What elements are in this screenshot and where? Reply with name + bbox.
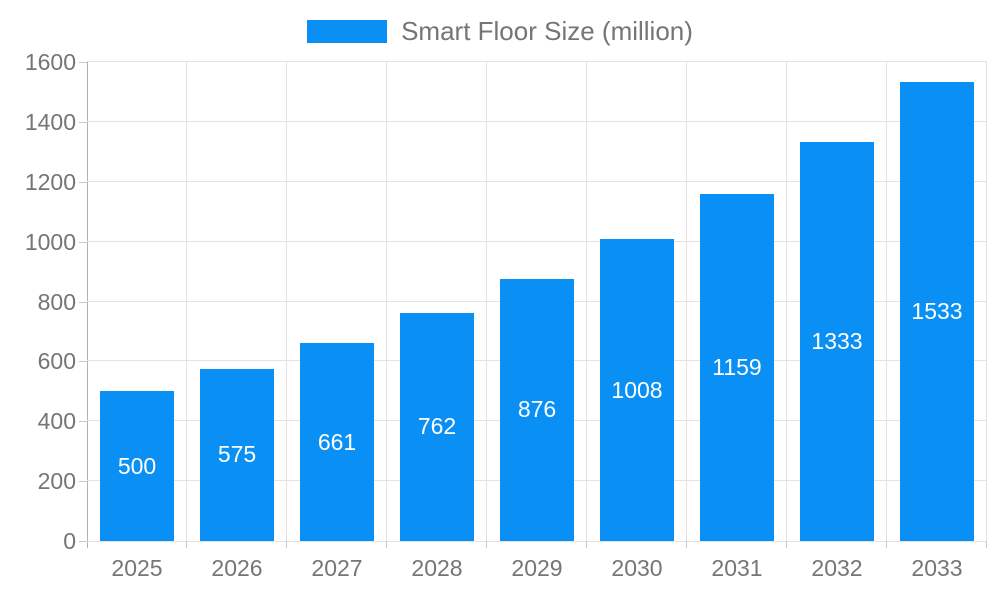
- y-tick-label: 1000: [24, 228, 76, 255]
- plot-area: 500 575 661 762 876 1008 1159 1333 1533: [87, 61, 987, 542]
- x-gridline: [486, 62, 487, 541]
- bar-value-label: 1533: [911, 298, 963, 325]
- y-gridline: [87, 240, 987, 242]
- y-tick-label: 400: [37, 408, 76, 435]
- bar-value-label: 1159: [712, 354, 762, 381]
- bar-value-label: 876: [517, 396, 557, 423]
- bar-value-label: 1333: [811, 327, 863, 354]
- y-axis-tick: [79, 361, 87, 363]
- x-tick-label: 2026: [211, 555, 263, 581]
- bar: 1159: [700, 194, 774, 541]
- y-axis-tick: [79, 301, 87, 303]
- bar: 876: [500, 278, 574, 541]
- y-axis-tick: [79, 62, 87, 63]
- x-gridline: [586, 62, 587, 541]
- x-tick-label: 2028: [411, 555, 463, 581]
- y-axis-tick: [79, 481, 87, 483]
- x-gridline: [686, 62, 687, 541]
- x-gridline: [786, 62, 787, 541]
- x-axis-tick: [386, 541, 387, 548]
- x-axis-tick: [286, 541, 287, 548]
- y-tick-label: 600: [37, 348, 76, 375]
- y-gridline: [87, 541, 987, 542]
- x-gridline: [286, 62, 287, 541]
- y-gridline: [87, 180, 987, 182]
- y-axis-tick: [79, 421, 87, 423]
- bar-value-label: 762: [417, 413, 457, 440]
- x-axis-tick: [886, 541, 887, 548]
- y-gridline: [87, 61, 987, 62]
- y-axis-tick: [79, 181, 87, 183]
- legend-swatch: [307, 20, 388, 43]
- x-gridline: [886, 62, 887, 541]
- y-tick-label: 1200: [24, 168, 76, 195]
- x-tick-label: 2029: [511, 555, 563, 581]
- y-tick-label: 1600: [24, 49, 76, 75]
- bar-value-label: 1008: [611, 376, 663, 403]
- y-gridline: [87, 120, 987, 122]
- y-axis-tick: [79, 241, 87, 243]
- x-tick-label: 2031: [711, 555, 763, 581]
- chart-legend: Smart Floor Size (million): [0, 16, 1000, 47]
- x-tick-label: 2032: [811, 555, 863, 581]
- y-tick-label: 1400: [24, 108, 76, 135]
- bar: 762: [400, 312, 474, 541]
- x-tick-label: 2025: [111, 555, 163, 581]
- x-axis-tick: [786, 541, 787, 548]
- bar-value-label: 575: [217, 441, 257, 468]
- bar: 1008: [600, 239, 674, 541]
- bar-value-label: 500: [117, 452, 157, 479]
- x-axis-tick: [486, 541, 487, 548]
- bar: 661: [300, 343, 374, 541]
- x-gridline: [386, 62, 387, 541]
- y-axis-line: [87, 62, 88, 548]
- x-axis-tick: [986, 541, 987, 548]
- x-gridline: [986, 62, 987, 541]
- x-tick-label: 2030: [611, 555, 663, 581]
- x-axis-tick: [586, 541, 587, 548]
- bar: 1533: [900, 82, 974, 541]
- x-tick-label: 2027: [311, 555, 363, 581]
- y-tick-label: 800: [37, 288, 76, 315]
- y-axis-tick: [79, 121, 87, 123]
- x-axis-tick: [186, 541, 187, 548]
- bar: 500: [100, 391, 174, 541]
- y-tick-label: 0: [63, 528, 76, 554]
- bar: 575: [200, 368, 274, 541]
- legend-label: Smart Floor Size (million): [401, 16, 693, 46]
- bar-value-label: 661: [317, 428, 357, 455]
- x-gridline: [186, 62, 187, 541]
- bar: 1333: [800, 141, 874, 541]
- x-axis-tick: [686, 541, 687, 548]
- y-tick-label: 200: [37, 468, 76, 495]
- x-tick-label: 2033: [911, 555, 963, 581]
- y-axis-tick: [79, 541, 87, 542]
